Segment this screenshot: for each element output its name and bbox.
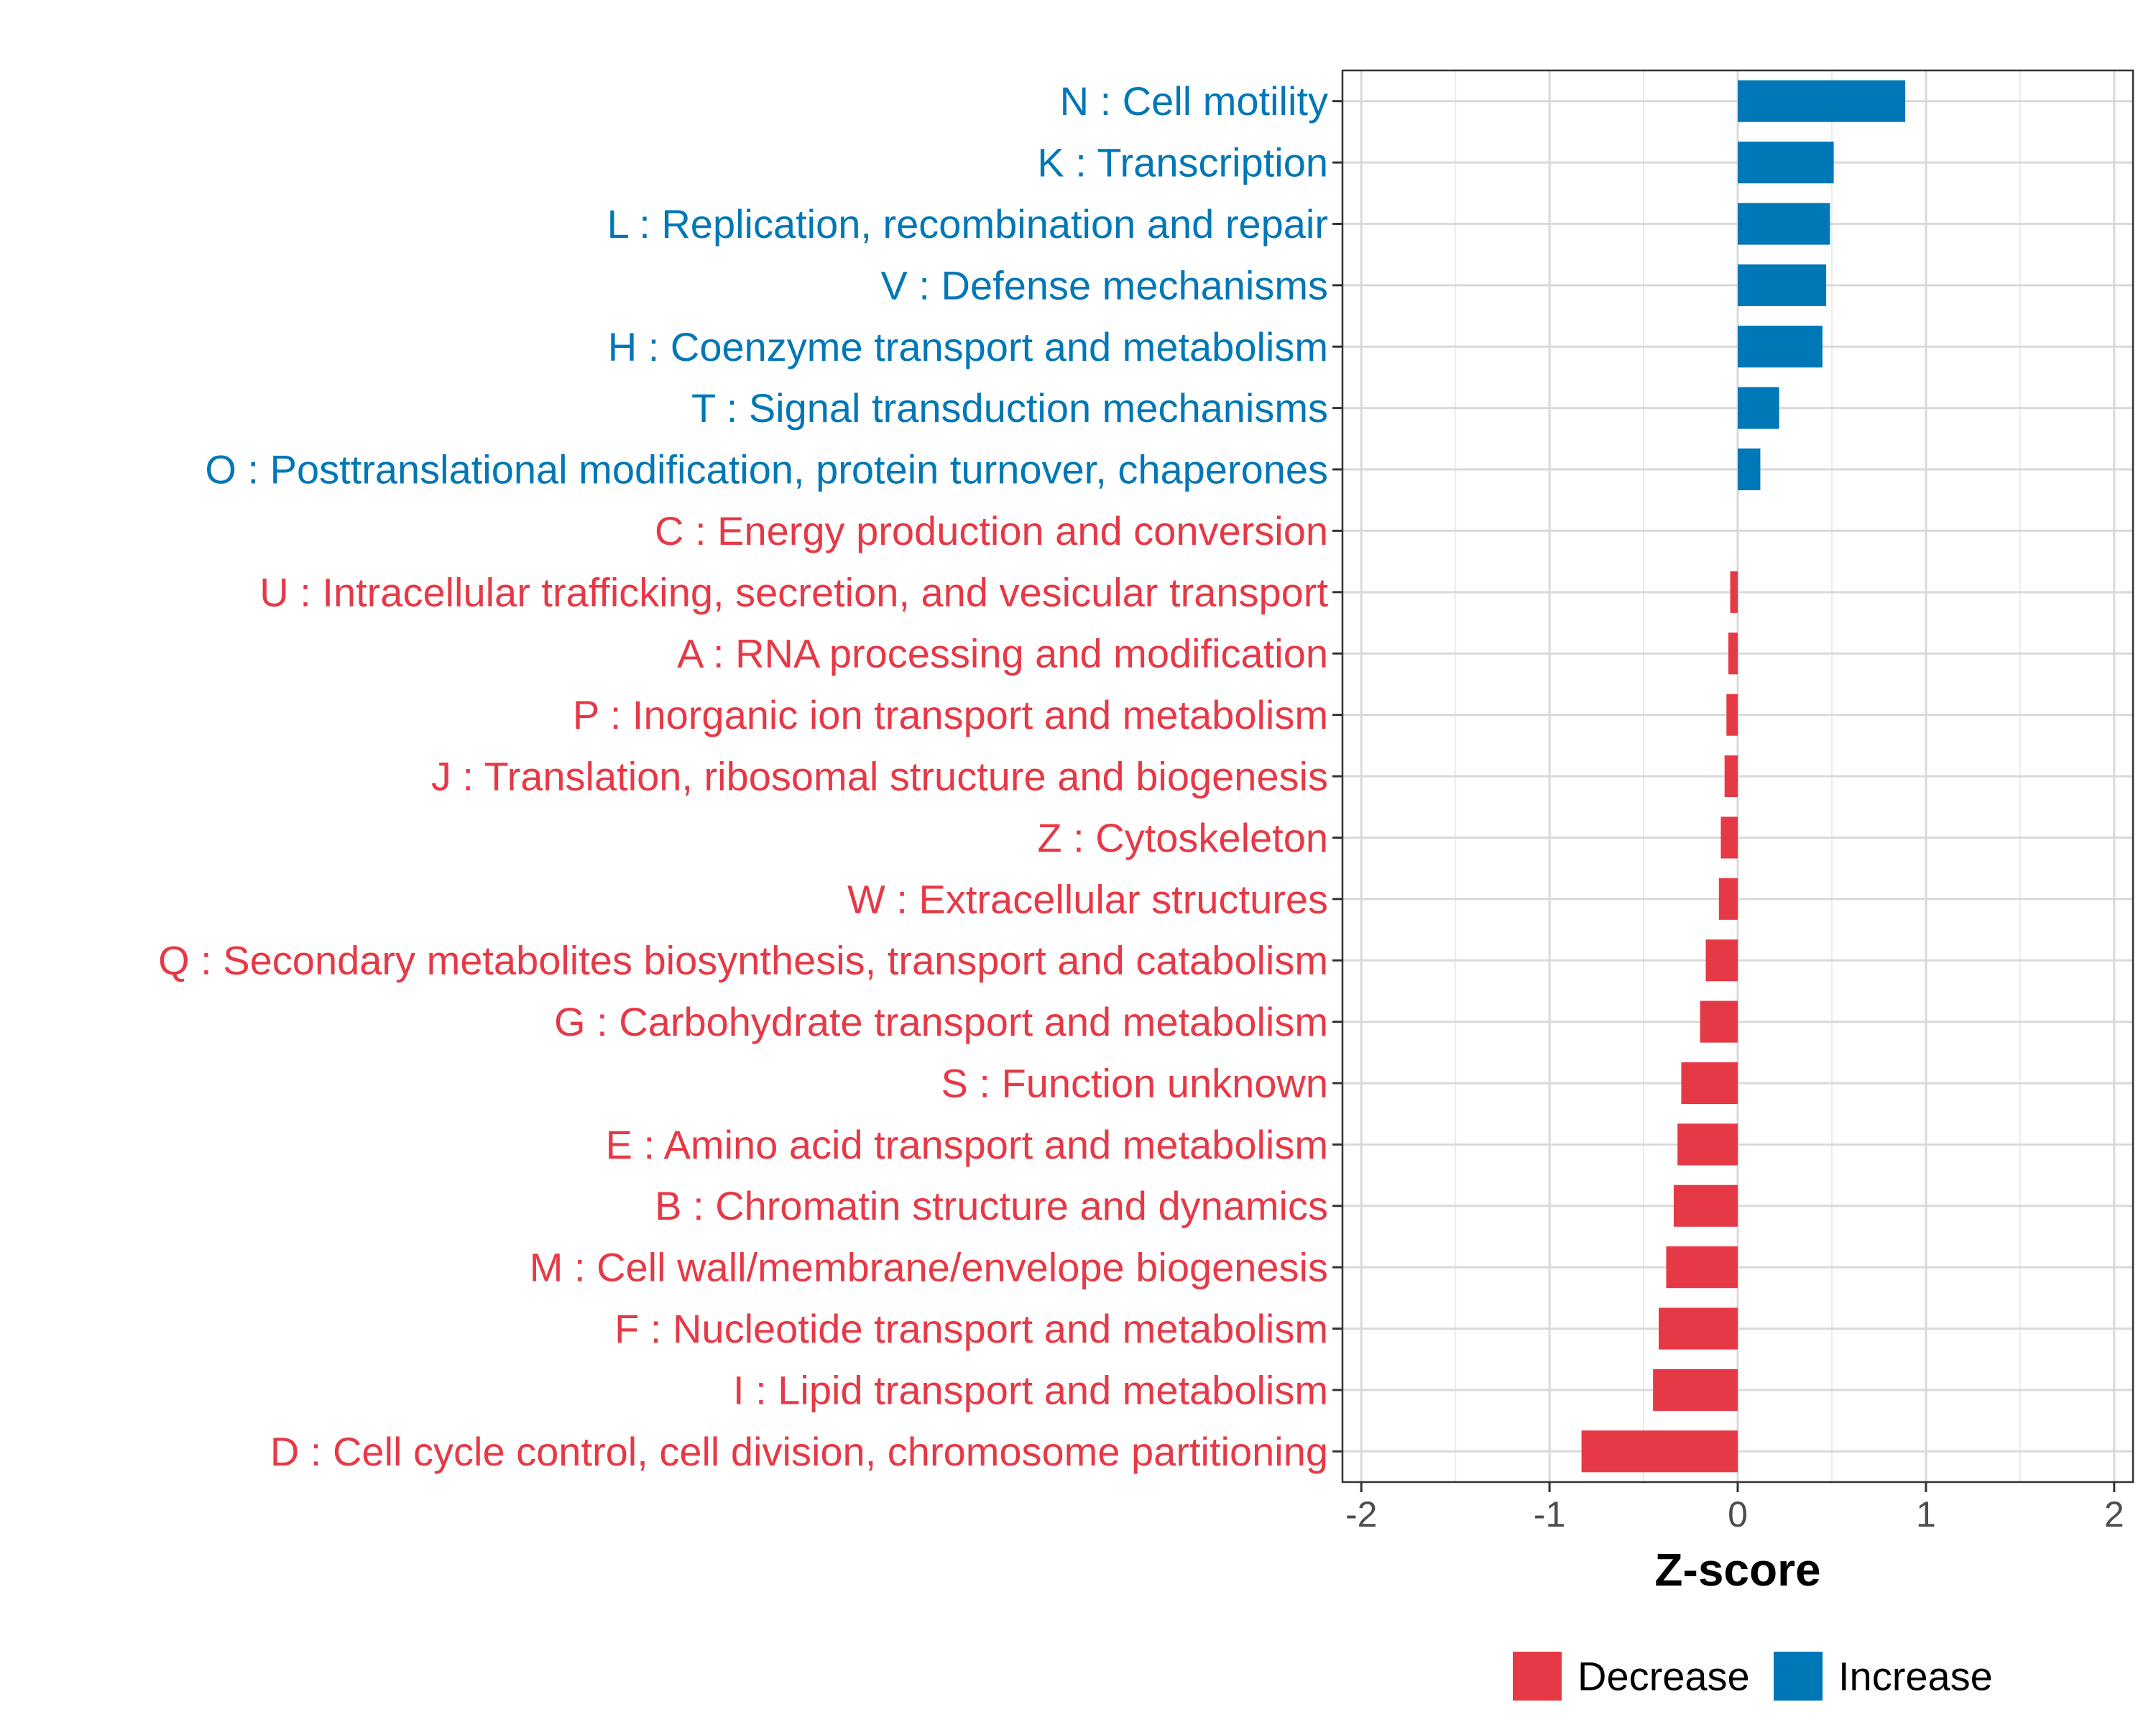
bar (1659, 1307, 1738, 1350)
category-label: H : Coenzyme transport and metabolism (608, 324, 1328, 369)
category-label: C : Energy production and conversion (655, 508, 1328, 553)
category-label: U : Intracellular trafficking, secretion… (259, 569, 1328, 615)
bar (1718, 878, 1738, 920)
bar (1700, 1000, 1738, 1043)
legend: Decrease Increase (1513, 1652, 1993, 1701)
category-label: Q : Secondary metabolites biosynthesis, … (158, 938, 1328, 983)
category-label: D : Cell cycle control, cell division, c… (270, 1429, 1328, 1474)
bar (1738, 80, 1906, 122)
bar (1677, 1123, 1738, 1166)
category-label: V : Defense mechanisms (881, 262, 1328, 308)
category-label: S : Function unknown (941, 1060, 1328, 1105)
bar (1581, 1430, 1738, 1473)
legend-swatch (1513, 1652, 1562, 1701)
bar (1720, 816, 1738, 859)
bar (1738, 326, 1823, 368)
category-label: K : Transcription (1037, 140, 1328, 185)
category-label: L : Replication, recombination and repai… (607, 201, 1328, 247)
x-tick-label: 1 (1916, 1494, 1936, 1535)
bar (1730, 571, 1738, 613)
bar (1673, 1184, 1738, 1227)
x-tick-label: 2 (2104, 1494, 2124, 1535)
x-tick-layer: -2 -1 0 1 2 (1345, 1482, 2124, 1535)
category-label: P : Inorganic ion transport and metaboli… (573, 692, 1328, 737)
bar (1726, 694, 1738, 736)
category-label: Z : Cytoskeleton (1037, 815, 1328, 860)
category-label: B : Chromatin structure and dynamics (655, 1183, 1328, 1228)
category-label: J : Translation, ribosomal structure and… (431, 754, 1328, 799)
category-label: I : Lipid transport and metabolism (733, 1367, 1328, 1412)
bar (1738, 264, 1827, 306)
bar (1705, 939, 1738, 982)
category-label: A : RNA processing and modification (677, 631, 1328, 676)
bar (1738, 448, 1761, 491)
bar (1738, 142, 1834, 184)
bar (1728, 632, 1738, 675)
bar (1681, 1062, 1738, 1104)
x-tick-label: -1 (1534, 1494, 1565, 1535)
y-tick-layer: N : Cell motility K : Transcription L : Re… (158, 78, 1342, 1474)
bar-layer (1581, 80, 1906, 1473)
x-tick-label: -2 (1345, 1494, 1377, 1535)
bar (1724, 755, 1738, 798)
bar (1738, 387, 1779, 429)
x-axis-title: Z-score (1654, 1544, 1820, 1596)
category-label: E : Amino acid transport and metabolism (606, 1122, 1328, 1167)
x-tick-label: 0 (1728, 1494, 1748, 1535)
category-label: M : Cell wall/membrane/envelope biogenes… (530, 1245, 1328, 1290)
legend-label: Increase (1838, 1654, 1993, 1699)
legend-swatch (1774, 1652, 1823, 1701)
legend-label: Decrease (1577, 1654, 1750, 1699)
bar (1653, 1368, 1738, 1411)
category-label: O : Posttranslational modification, prot… (205, 447, 1328, 492)
category-label: G : Carbohydrate transport and metabolis… (554, 999, 1328, 1044)
category-label: T : Signal transduction mechanisms (691, 385, 1328, 431)
category-label: F : Nucleotide transport and metabolism (614, 1306, 1328, 1351)
bar (1666, 1246, 1738, 1289)
bar (1738, 203, 1830, 245)
category-label: W : Extracellular structures (847, 876, 1328, 921)
category-label: N : Cell motility (1060, 78, 1328, 124)
